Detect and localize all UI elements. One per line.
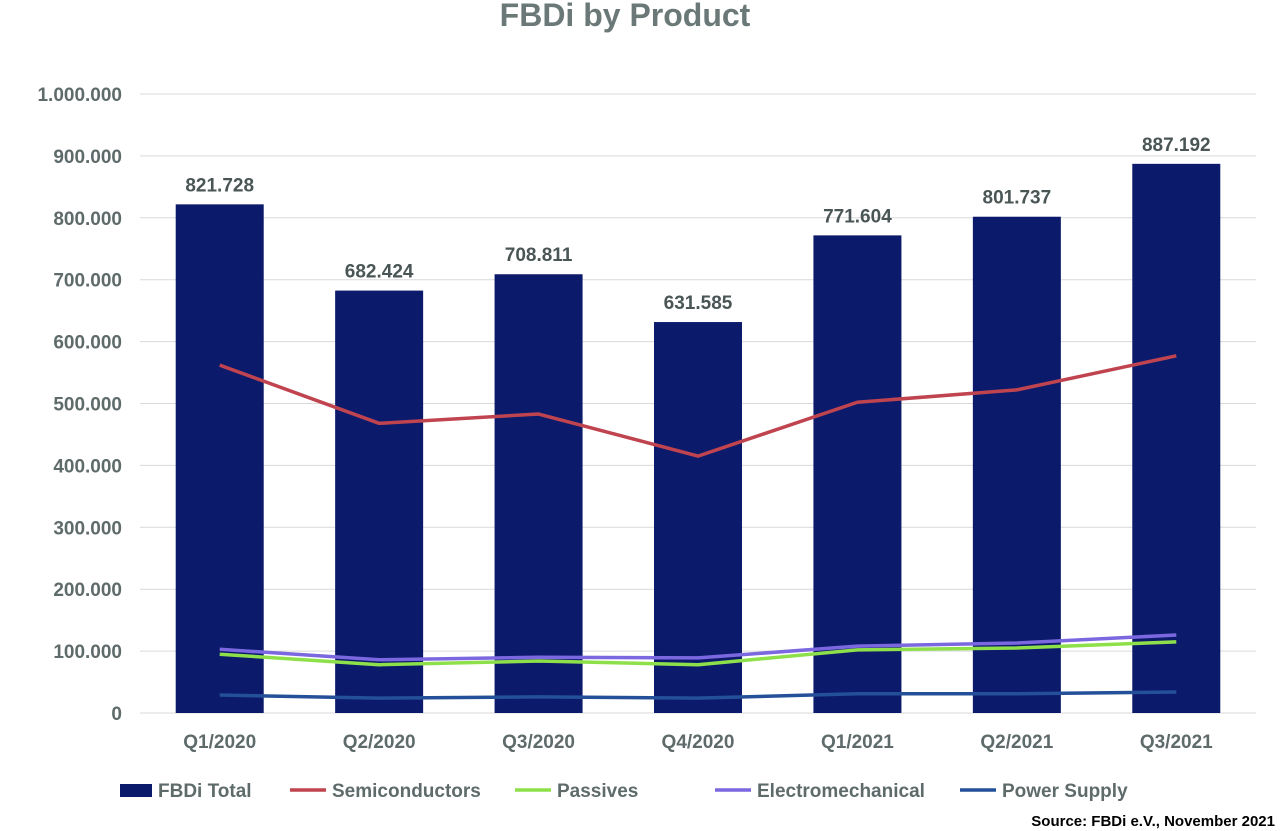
chart-title: FBDi by Product [500,0,751,33]
data-label: 887.192 [1142,135,1211,156]
data-label: 771.604 [823,206,892,227]
x-tick-label: Q2/2021 [980,732,1053,753]
data-label: 682.424 [345,262,414,283]
bar-fbdi-total [1132,163,1221,714]
y-tick-label: 200.000 [53,580,122,601]
x-tick-label: Q2/2020 [343,732,416,753]
legend-label: Electromechanical [757,781,925,802]
data-label: 631.585 [664,293,733,314]
y-tick-label: 600.000 [53,333,122,354]
line-power-supply [219,690,1177,700]
bar-fbdi-total [654,322,742,713]
data-label: 801.737 [983,188,1052,209]
data-label: 821.728 [185,175,254,196]
y-tick-label: 0 [111,704,122,725]
bar-fbdi-total [494,274,583,713]
y-tick-label: 300.000 [53,518,122,539]
source-note: Source: FBDi e.V., November 2021 [1031,813,1275,830]
legend-label: Semiconductors [332,781,481,802]
y-tick-label: 1.000.000 [37,85,122,106]
y-tick-label: 900.000 [53,147,122,168]
x-tick-label: Q3/2020 [502,732,575,753]
line-semiconductors [219,354,1177,458]
bar-fbdi-total [335,290,424,713]
x-tick-label: Q1/2020 [183,732,256,753]
x-tick-label: Q4/2020 [662,732,735,753]
x-tick-label: Q1/2021 [821,732,894,753]
y-tick-label: 700.000 [53,271,122,292]
bar-fbdi-total [175,204,264,713]
legend-label: FBDi Total [158,781,252,802]
legend-swatch-bar [120,784,152,797]
y-tick-label: 800.000 [53,209,122,230]
line-electromechanical [219,633,1177,662]
y-tick-label: 500.000 [53,395,122,416]
legend-label: Passives [557,781,638,802]
data-label: 708.811 [505,245,573,266]
y-tick-label: 400.000 [53,456,122,477]
legend-label: Power Supply [1002,781,1128,802]
y-tick-label: 100.000 [53,642,122,663]
bar-fbdi-total [813,235,902,713]
x-tick-label: Q3/2021 [1140,732,1213,753]
line-passives [219,640,1177,667]
bar-fbdi-total [972,216,1061,713]
